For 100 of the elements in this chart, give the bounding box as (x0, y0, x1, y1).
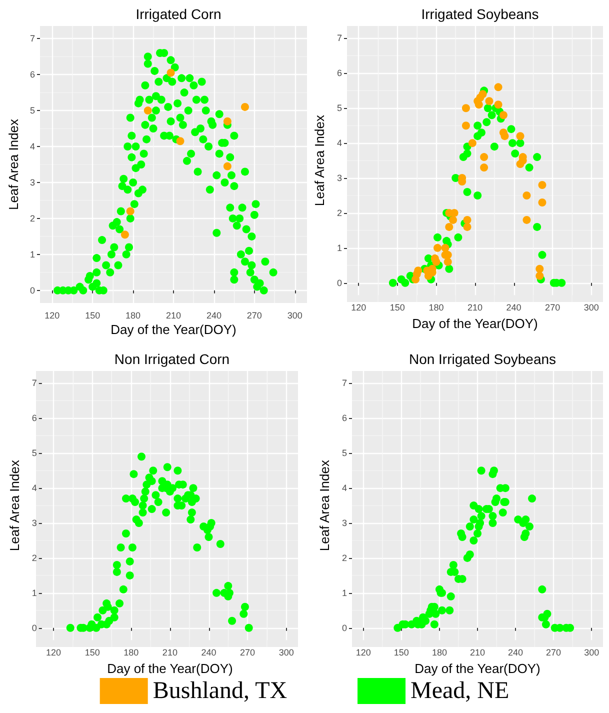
point (507, 125, 516, 134)
point (462, 104, 470, 112)
point (388, 278, 397, 287)
point (166, 68, 175, 77)
y-tick-label: 2 (30, 213, 35, 224)
x-tick-label: 150 (84, 648, 100, 658)
y-tick-label: 4 (30, 142, 35, 152)
y-tick-label: 1 (30, 249, 35, 260)
x-tick-label: 180 (126, 310, 141, 320)
point (522, 192, 531, 200)
y-tick-label: 2 (32, 552, 37, 563)
x-tick-label: 240 (206, 310, 222, 320)
point (533, 153, 542, 162)
point (499, 111, 508, 120)
point (474, 192, 482, 200)
point (463, 222, 472, 231)
y-axis-title: Leaf Area Index (312, 114, 328, 206)
x-tick-label: 270 (545, 302, 560, 313)
x-tick-label: 240 (508, 648, 524, 658)
point (494, 83, 502, 92)
x-tick-label: 180 (124, 648, 139, 658)
x-tick-label: 270 (240, 648, 256, 658)
point (516, 139, 524, 148)
x-tick-label: 240 (506, 302, 522, 313)
point (536, 264, 544, 273)
y-tick-label: 1 (32, 588, 37, 598)
x-tick-label: 270 (546, 648, 562, 658)
point (144, 106, 152, 115)
y-tick-label: 1 (336, 242, 342, 253)
y-tick-label: 5 (342, 448, 347, 458)
y-tick-label: 3 (32, 518, 37, 528)
legend-label: Bushland, TX (152, 678, 288, 704)
point (536, 272, 544, 280)
point (538, 198, 546, 206)
point (445, 222, 454, 231)
x-axis-title: Day of the Year(DOY) (110, 322, 236, 337)
y-tick-label: 5 (32, 448, 37, 458)
point (485, 97, 494, 106)
point (462, 122, 470, 130)
y-tick-label: 3 (342, 518, 347, 528)
point (474, 122, 482, 130)
x-axis-title: Day of the Year(DOY) (107, 661, 233, 676)
point (484, 104, 492, 112)
point (478, 90, 487, 98)
point (500, 132, 509, 140)
chart-title: Non Irrigated Corn (114, 351, 230, 367)
y-axis-title: Leaf Area Index (7, 460, 22, 552)
x-axis-title: Day of the Year(DOY) (414, 661, 540, 676)
point (490, 142, 498, 151)
point (516, 132, 524, 140)
point (474, 100, 483, 109)
x-tick-label: 210 (467, 302, 483, 313)
point (508, 139, 516, 148)
x-tick-label: 270 (246, 310, 262, 320)
point (477, 128, 486, 137)
y-tick-label: 6 (342, 413, 347, 424)
x-tick-label: 210 (470, 648, 486, 658)
y-tick-label: 3 (30, 177, 35, 188)
point (454, 233, 462, 242)
x-tick-label: 120 (356, 648, 371, 658)
y-tick-label: 7 (32, 378, 37, 388)
point (452, 174, 460, 182)
point (449, 216, 458, 224)
y-tick-label: 0 (32, 622, 37, 633)
y-tick-label: 3 (336, 173, 342, 184)
y-tick-label: 2 (336, 208, 342, 218)
x-tick-label: 180 (432, 648, 447, 658)
y-tick-label: 7 (342, 378, 347, 388)
point (434, 244, 442, 252)
y-tick-label: 6 (336, 68, 342, 78)
y-tick-label: 7 (30, 34, 35, 44)
y-tick-label: 2 (342, 552, 347, 563)
y-tick-label: 4 (32, 483, 37, 494)
point (434, 233, 442, 242)
point (538, 181, 546, 190)
y-tick-label: 5 (30, 106, 35, 116)
point (480, 164, 488, 172)
point (441, 244, 450, 252)
point (511, 150, 520, 158)
point (223, 117, 232, 126)
y-tick-label: 4 (342, 483, 347, 494)
chart-title: Non Irrigated Soybeans (408, 351, 556, 367)
x-tick-label: 210 (166, 310, 182, 320)
y-axis-title: Leaf Area Index (317, 460, 332, 552)
x-axis-title: Day of the Year(DOY) (412, 316, 538, 331)
chart-title: Irrigated Soybeans (421, 6, 539, 22)
x-tick-label: 150 (85, 310, 100, 320)
legend-label: Mead, NE (410, 678, 510, 704)
point (533, 222, 542, 231)
x-tick-label: 300 (584, 302, 599, 313)
y-tick-label: 5 (336, 103, 342, 114)
point (463, 150, 472, 158)
point (444, 258, 452, 266)
point (120, 230, 129, 239)
x-tick-label: 120 (351, 302, 366, 313)
point (240, 102, 249, 111)
x-tick-label: 300 (584, 648, 600, 658)
x-tick-label: 150 (394, 648, 409, 658)
point (463, 188, 472, 196)
y-tick-label: 7 (336, 33, 342, 44)
